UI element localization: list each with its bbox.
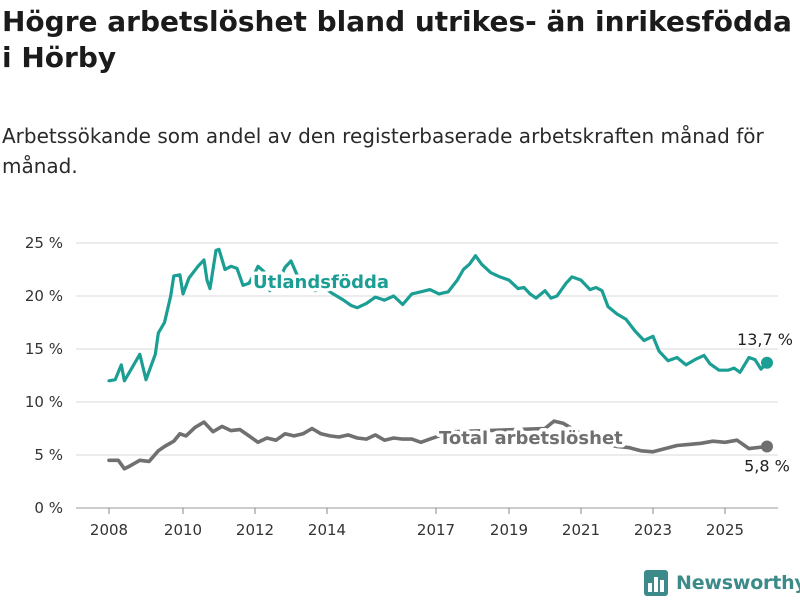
series-label-halo: Total arbetslöshet [439, 428, 623, 449]
y-tick-label: 5 % [34, 446, 63, 464]
series-line-0 [107, 247, 769, 383]
y-tick-label: 20 % [25, 287, 63, 305]
x-tick-label: 2008 [90, 521, 128, 539]
x-tick-label: 2019 [490, 521, 528, 539]
newsworthy-logo[interactable]: Newsworthy [644, 568, 800, 598]
chart-title: Högre arbetslöshet bland utrikes- än inr… [2, 5, 792, 74]
x-tick-label: 2014 [308, 521, 346, 539]
series-label: Utlandsfödda [253, 272, 389, 293]
series-end-marker-1 [761, 440, 773, 453]
series-end-value-label: 13,7 % [737, 330, 793, 349]
brand-name: Newsworthy [676, 572, 800, 594]
x-tick-label: 2023 [634, 521, 672, 539]
x-tick-label: 2025 [706, 521, 744, 539]
y-tick-label: 15 % [25, 340, 63, 358]
x-tick-label: 2017 [417, 521, 455, 539]
series-line-1 [107, 419, 769, 471]
bar-chart-icon [644, 570, 668, 596]
chart-subtitle: Arbetssökande som andel av den registerb… [2, 124, 764, 178]
series-label-halo: Utlandsfödda [253, 272, 389, 293]
x-tick-label: 2021 [562, 521, 600, 539]
series-end-value-label: 5,8 % [744, 457, 790, 476]
x-tick-label: 2010 [164, 521, 202, 539]
x-tick-label: 2012 [236, 521, 274, 539]
y-tick-label: 25 % [25, 234, 63, 252]
series-end-marker-0 [761, 356, 773, 369]
y-tick-label: 10 % [25, 393, 63, 411]
y-tick-label: 0 % [34, 499, 63, 517]
series-label: Total arbetslöshet [439, 428, 623, 449]
